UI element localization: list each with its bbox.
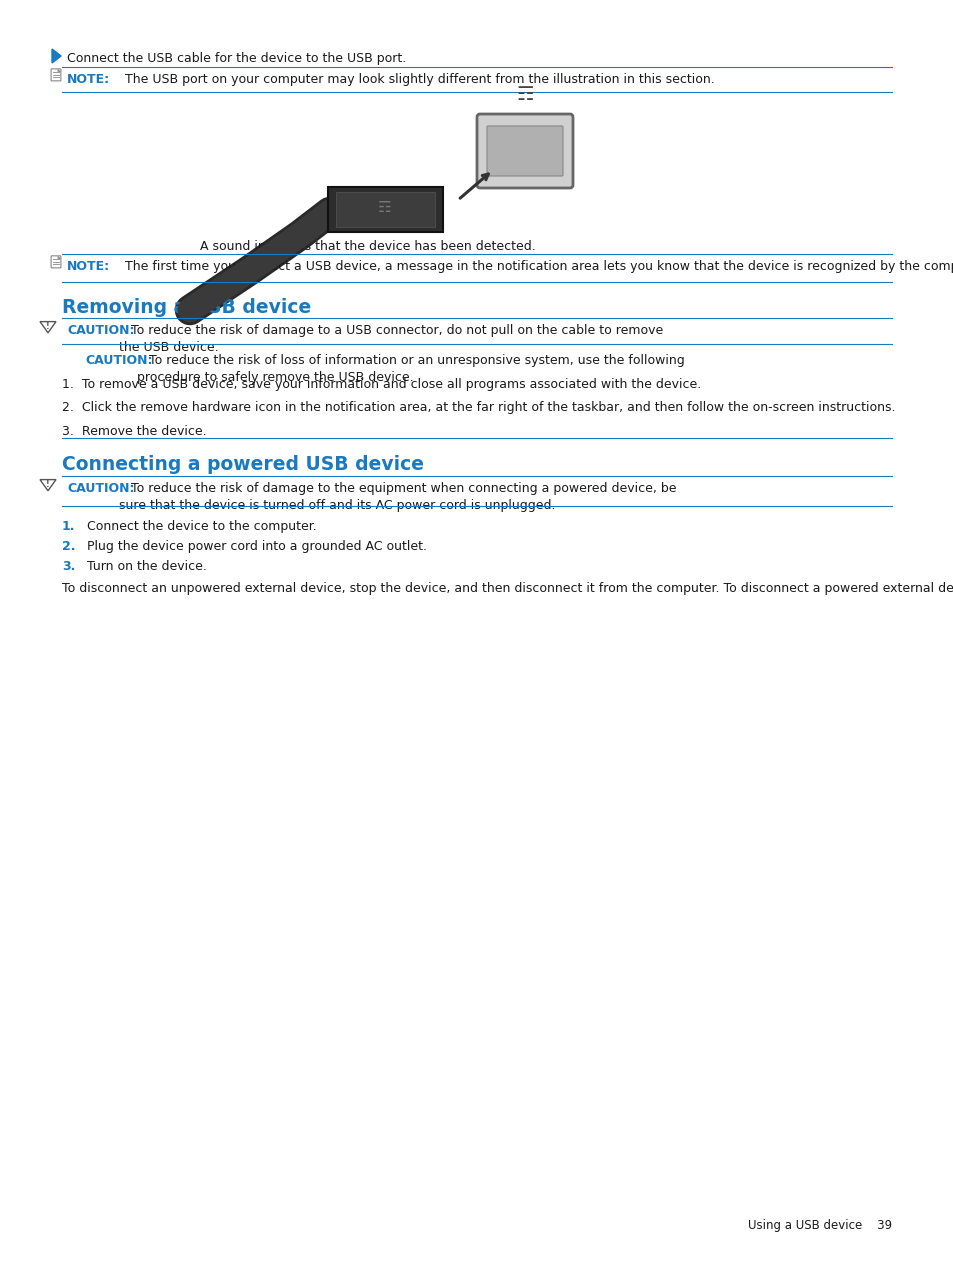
Polygon shape: [58, 257, 60, 259]
Text: NOTE:: NOTE:: [67, 260, 110, 273]
Text: !: !: [46, 323, 50, 331]
Text: 1.: 1.: [62, 519, 75, 533]
Text: 2.: 2.: [62, 540, 75, 552]
Text: 3.  Remove the device.: 3. Remove the device.: [62, 425, 207, 438]
Text: 1.  To remove a USB device, save your information and close all programs associa: 1. To remove a USB device, save your inf…: [62, 378, 700, 391]
FancyBboxPatch shape: [51, 69, 61, 81]
Text: The first time you connect a USB device, a message in the notification area lets: The first time you connect a USB device,…: [112, 260, 953, 273]
FancyBboxPatch shape: [335, 192, 435, 227]
Text: 2.  Click the remove hardware icon in the notification area, at the far right of: 2. Click the remove hardware icon in the…: [62, 401, 895, 414]
Polygon shape: [58, 70, 60, 72]
Text: The USB port on your computer may look slightly different from the illustration : The USB port on your computer may look s…: [112, 72, 714, 86]
Text: To reduce the risk of loss of information or an unresponsive system, use the fol: To reduce the risk of loss of informatio…: [137, 354, 684, 384]
FancyBboxPatch shape: [51, 255, 61, 268]
Text: To reduce the risk of damage to a USB connector, do not pull on the cable to rem: To reduce the risk of damage to a USB co…: [119, 324, 662, 354]
Text: CAUTION:: CAUTION:: [67, 324, 134, 337]
Text: Plug the device power cord into a grounded AC outlet.: Plug the device power cord into a ground…: [87, 540, 427, 552]
FancyBboxPatch shape: [486, 126, 562, 177]
Text: Connect the device to the computer.: Connect the device to the computer.: [87, 519, 316, 533]
Text: Using a USB device    39: Using a USB device 39: [747, 1219, 891, 1232]
FancyBboxPatch shape: [476, 114, 573, 188]
Text: Removing a USB device: Removing a USB device: [62, 298, 311, 318]
Text: 3.: 3.: [62, 560, 75, 573]
Polygon shape: [52, 50, 61, 64]
Text: ☶: ☶: [377, 199, 392, 215]
Text: Connect the USB cable for the device to the USB port.: Connect the USB cable for the device to …: [67, 52, 406, 65]
Text: Turn on the device.: Turn on the device.: [87, 560, 207, 573]
FancyBboxPatch shape: [328, 187, 442, 232]
Text: ☶: ☶: [516, 85, 533, 104]
Text: A sound indicates that the device has been detected.: A sound indicates that the device has be…: [200, 240, 536, 253]
Text: To reduce the risk of damage to the equipment when connecting a powered device, : To reduce the risk of damage to the equi…: [119, 483, 676, 512]
Text: Connecting a powered USB device: Connecting a powered USB device: [62, 455, 423, 474]
Text: CAUTION:: CAUTION:: [67, 483, 134, 495]
Text: !: !: [46, 480, 50, 489]
Text: NOTE:: NOTE:: [67, 72, 110, 86]
Text: To disconnect an unpowered external device, stop the device, and then disconnect: To disconnect an unpowered external devi…: [62, 582, 953, 596]
Text: CAUTION:: CAUTION:: [85, 354, 152, 367]
